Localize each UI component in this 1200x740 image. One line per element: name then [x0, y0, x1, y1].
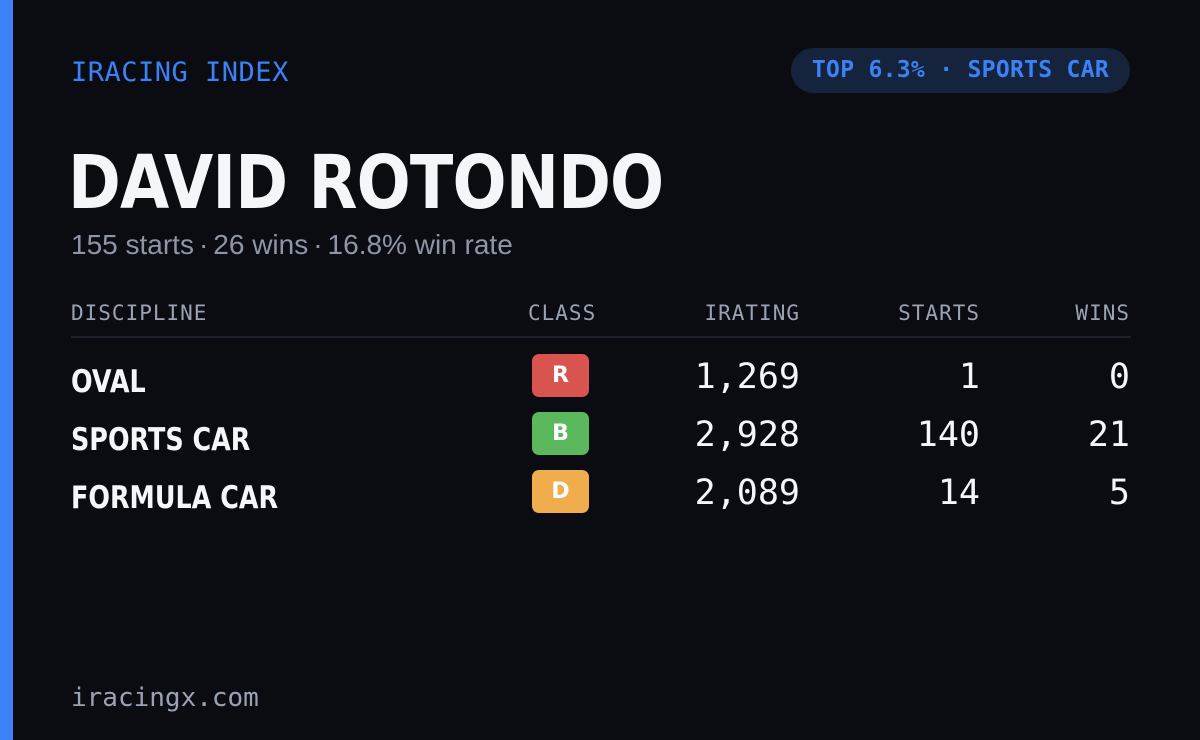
summary-separator: ·	[198, 229, 209, 260]
starts-value: 1	[958, 357, 980, 397]
discipline-name: OVAL	[71, 364, 146, 400]
accent-bar	[0, 0, 13, 740]
irating-value: 2,089	[694, 473, 800, 513]
starts-value: 14	[937, 473, 980, 513]
header-discipline: DISCIPLINE	[71, 301, 208, 325]
discipline-name: SPORTS CAR	[71, 422, 251, 458]
table-header: DISCIPLINE CLASS IRATING STARTS WINS	[71, 296, 1131, 338]
header-starts: STARTS	[898, 301, 980, 325]
driver-summary: 155 starts · 26 wins · 16.8% win rate	[71, 226, 513, 264]
table-row: FORMULA CAR D 2,089 14 5	[71, 470, 1131, 528]
wins-summary: 26 wins	[213, 229, 309, 260]
wins-value: 21	[1087, 415, 1130, 455]
discipline-table: DISCIPLINE CLASS IRATING STARTS WINS OVA…	[71, 296, 1131, 516]
class-badge: R	[532, 354, 589, 397]
win-rate-summary: 16.8% win rate	[327, 229, 513, 260]
wins-value: 5	[1108, 473, 1130, 513]
header-irating: IRATING	[704, 301, 800, 325]
starts-summary: 155 starts	[71, 229, 194, 260]
irating-value: 2,928	[694, 415, 800, 455]
header-class: CLASS	[528, 301, 597, 325]
discipline-name: FORMULA CAR	[71, 480, 279, 516]
site-url: iracingx.com	[71, 683, 259, 713]
irating-value: 1,269	[694, 357, 800, 397]
table-row: SPORTS CAR B 2,928 140 21	[71, 412, 1131, 470]
rank-badge: TOP 6.3% · SPORTS CAR	[790, 48, 1130, 93]
header-wins: WINS	[1075, 301, 1130, 325]
driver-name: DAVID ROTONDO	[68, 140, 664, 226]
class-badge: D	[532, 470, 589, 513]
brand-label: IRACING INDEX	[71, 57, 289, 88]
table-row: OVAL R 1,269 1 0	[71, 354, 1131, 412]
class-badge: B	[532, 412, 589, 455]
wins-value: 0	[1108, 357, 1130, 397]
summary-separator: ·	[313, 229, 323, 260]
starts-value: 140	[916, 415, 980, 455]
